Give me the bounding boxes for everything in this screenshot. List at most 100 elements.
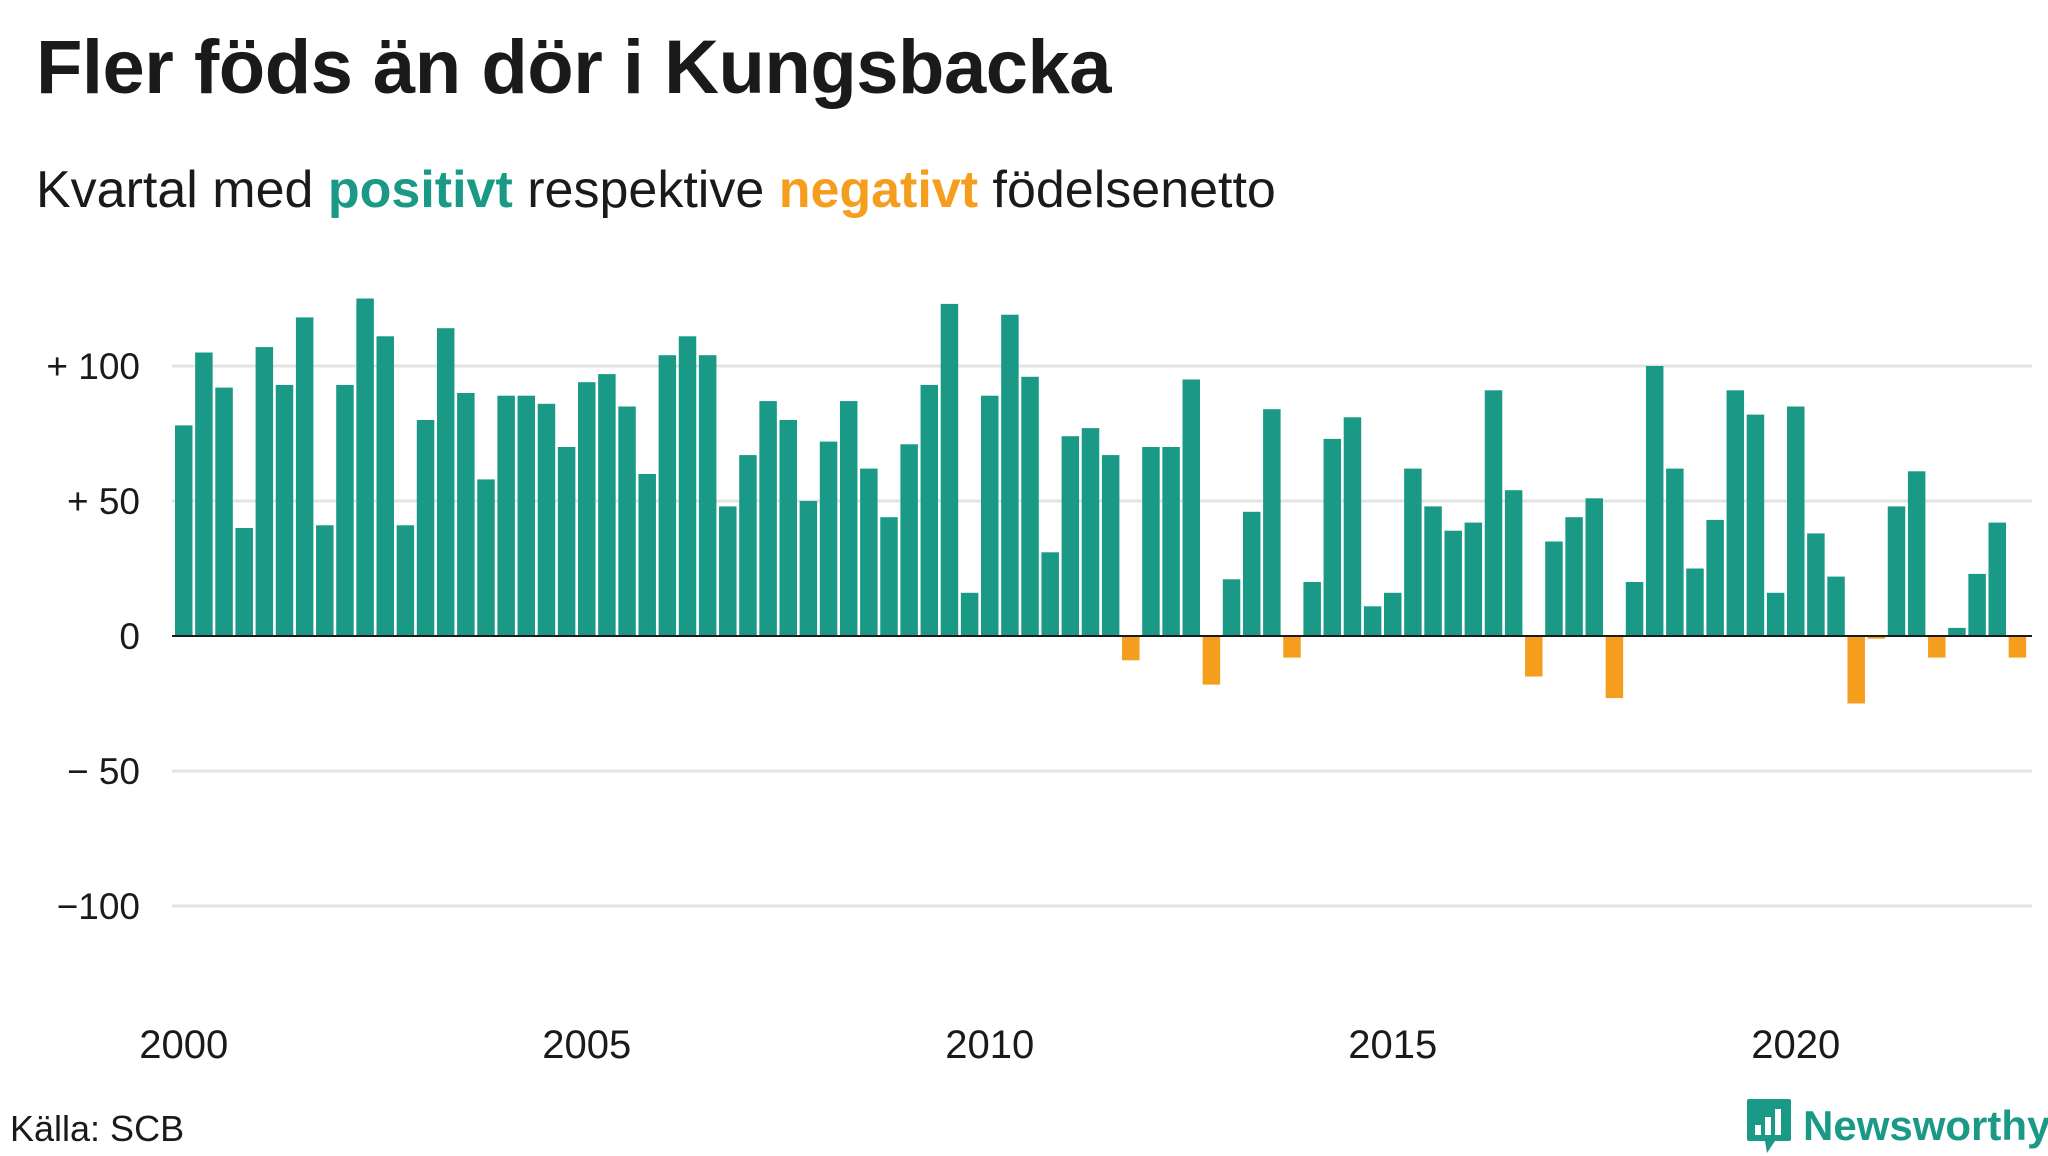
positive-bar xyxy=(799,501,818,636)
positive-bar xyxy=(1081,428,1100,636)
source-note: Källa: SCB xyxy=(10,1108,185,1149)
positive-bar xyxy=(1142,447,1160,636)
negative-bar xyxy=(1525,636,1543,677)
positive-bar xyxy=(880,517,898,636)
positive-bar xyxy=(698,355,717,636)
bars xyxy=(175,298,2027,704)
positive-bar xyxy=(1645,366,1664,636)
positive-bar xyxy=(1384,592,1402,636)
positive-bar xyxy=(739,455,757,636)
positive-bar xyxy=(960,592,979,636)
negative-bar xyxy=(1928,636,1946,658)
positive-bar xyxy=(1666,468,1684,636)
positive-bar xyxy=(1807,533,1825,636)
positive-bar xyxy=(598,374,616,636)
subtitle-negative-word: negativt xyxy=(778,161,979,219)
positive-bar xyxy=(860,468,878,636)
negative-bar xyxy=(1283,636,1301,658)
positive-bar xyxy=(1182,379,1200,636)
positive-bar xyxy=(1041,552,1059,636)
chart-title: Fler föds än dör i Kungsbacka xyxy=(36,25,1112,110)
brand-name: Newsworthy xyxy=(1803,1102,2048,1149)
positive-bar xyxy=(1323,438,1342,636)
negative-bar xyxy=(1122,636,1140,661)
positive-bar xyxy=(658,355,677,636)
positive-bar xyxy=(779,420,797,636)
positive-bar xyxy=(900,444,918,636)
y-tick-label: + 50 xyxy=(67,481,140,522)
positive-bar xyxy=(1948,627,1966,636)
positive-bar xyxy=(1545,541,1563,636)
negative-bar xyxy=(1867,636,1886,639)
subtitle-positive-word: positivt xyxy=(327,161,513,219)
positive-bar xyxy=(1464,522,1483,636)
positive-bar xyxy=(215,387,233,636)
positive-bar xyxy=(1263,409,1281,636)
chart-subtitle: Kvartal med positivt respektive negativt… xyxy=(36,160,1276,220)
positive-bar xyxy=(295,317,314,636)
positive-bar xyxy=(1343,417,1362,636)
positive-bar xyxy=(1827,576,1845,636)
positive-bar xyxy=(477,479,495,636)
positive-bar xyxy=(255,347,274,636)
positive-bar xyxy=(1706,519,1724,636)
positive-bar xyxy=(497,395,515,636)
x-tick-label: 2000 xyxy=(139,1023,228,1067)
brand-logo: Newsworthy xyxy=(1745,1096,2048,1156)
x-axis-ticks: 2000 2005 2010 2015 2020 xyxy=(139,1023,1840,1067)
positive-bar xyxy=(1484,390,1503,636)
negative-bar xyxy=(1605,636,1624,699)
negative-bar xyxy=(1847,636,1865,704)
positive-bar xyxy=(1988,522,2006,636)
positive-bar xyxy=(1021,376,1039,636)
positive-bar xyxy=(1565,517,1583,636)
positive-bar xyxy=(819,441,838,636)
y-tick-label: − 50 xyxy=(67,751,140,792)
positive-bar xyxy=(1585,498,1603,636)
negative-bar xyxy=(2008,636,2027,658)
y-axis-ticks: + 100 + 50 0 − 50 −100 xyxy=(46,346,140,927)
x-tick-label: 2005 xyxy=(542,1023,631,1067)
positive-bar xyxy=(638,474,656,636)
positive-bar xyxy=(940,303,959,636)
newsworthy-logo-icon xyxy=(1747,1099,1791,1153)
positive-bar xyxy=(678,336,697,636)
positive-bar xyxy=(175,425,193,636)
positive-bar xyxy=(1424,506,1442,636)
positive-bar xyxy=(1001,314,1019,636)
subtitle-text-middle: respektive xyxy=(512,161,779,219)
positive-bar xyxy=(537,403,556,636)
positive-bar xyxy=(195,352,213,636)
negative-bar xyxy=(1202,636,1221,685)
x-tick-label: 2020 xyxy=(1751,1023,1840,1067)
positive-bar xyxy=(1242,511,1261,636)
positive-bar xyxy=(1887,506,1906,636)
positive-bar xyxy=(1404,468,1422,636)
positive-bar xyxy=(396,525,415,636)
positive-bar xyxy=(1726,390,1745,636)
positive-bar xyxy=(578,382,596,636)
positive-bar xyxy=(920,384,939,636)
positive-bar xyxy=(1968,573,1986,636)
positive-bar xyxy=(839,401,858,636)
positive-bar xyxy=(1686,568,1704,636)
positive-bar xyxy=(1766,592,1785,636)
positive-bar xyxy=(1162,447,1180,636)
positive-bar xyxy=(376,336,394,636)
positive-bar xyxy=(719,506,737,636)
positive-bar xyxy=(759,401,777,636)
positive-bar xyxy=(618,406,636,636)
subtitle-text-before: Kvartal med xyxy=(36,161,328,219)
positive-bar xyxy=(1504,490,1523,636)
x-tick-label: 2015 xyxy=(1348,1023,1437,1067)
subtitle-text-after: födelsenetto xyxy=(978,161,1276,219)
positive-bar xyxy=(1625,582,1644,636)
positive-bar xyxy=(517,395,536,636)
positive-bar xyxy=(557,447,576,636)
positive-bar xyxy=(1101,455,1120,636)
positive-bar xyxy=(356,298,374,636)
positive-bar xyxy=(416,420,435,636)
positive-bar xyxy=(1363,606,1382,636)
y-tick-label: + 100 xyxy=(46,346,140,387)
